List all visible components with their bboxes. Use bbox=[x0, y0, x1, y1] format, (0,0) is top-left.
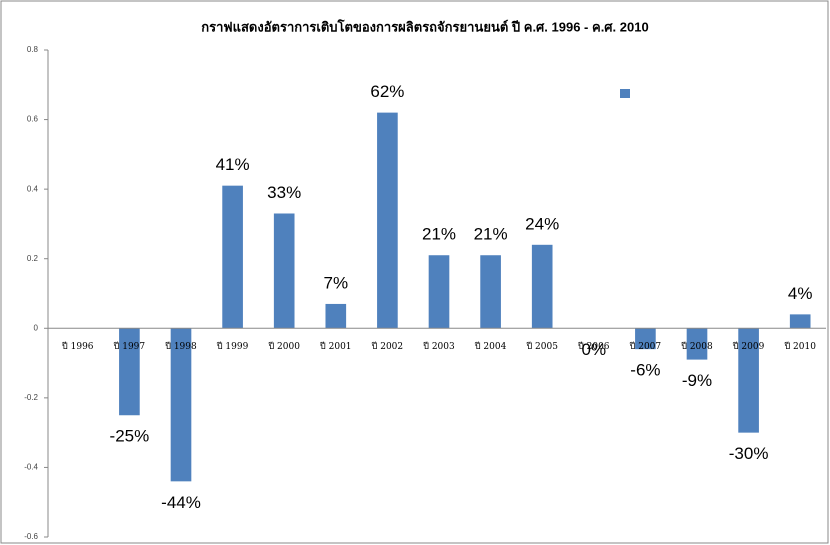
bar bbox=[531, 244, 553, 329]
bar bbox=[325, 303, 347, 329]
y-tick-label: -0.6 bbox=[24, 532, 38, 541]
x-tick-label: ปี 2010 bbox=[784, 341, 816, 352]
x-tick-label: ปี 2002 bbox=[371, 341, 403, 352]
bar bbox=[428, 255, 450, 329]
x-tick-label: ปี 2004 bbox=[475, 341, 507, 352]
x-tick-label: ปี 2009 bbox=[733, 341, 765, 352]
x-tick-label: ปี 1999 bbox=[217, 341, 249, 352]
bar bbox=[480, 255, 501, 329]
x-tick-label: ปี 1998 bbox=[165, 341, 197, 352]
bar bbox=[635, 328, 656, 350]
value-label: 41% bbox=[216, 155, 250, 174]
x-tick-label: ปี 2008 bbox=[681, 341, 713, 352]
y-tick-label: 0.8 bbox=[27, 45, 39, 54]
value-label: 24% bbox=[525, 214, 559, 233]
y-tick-label: -0.2 bbox=[24, 393, 38, 402]
value-label: 62% bbox=[370, 82, 404, 101]
value-label: -9% bbox=[682, 371, 712, 390]
value-label: 7% bbox=[324, 273, 349, 292]
bar bbox=[273, 213, 295, 329]
y-tick-label: 0 bbox=[34, 323, 39, 332]
bar bbox=[686, 328, 708, 360]
x-tick-label: ปี 2003 bbox=[423, 341, 455, 352]
value-label: -44% bbox=[161, 493, 201, 512]
bar bbox=[222, 185, 243, 329]
x-tick-label: ปี 2005 bbox=[526, 341, 558, 352]
value-label: 33% bbox=[267, 183, 301, 202]
value-label: 4% bbox=[788, 284, 813, 303]
value-label: -25% bbox=[110, 427, 150, 446]
y-tick-label: -0.4 bbox=[24, 463, 38, 472]
x-tick-label: ปี 2006 bbox=[578, 341, 610, 352]
value-label: 21% bbox=[474, 225, 508, 244]
value-label: 0% bbox=[582, 340, 607, 359]
bar bbox=[170, 328, 192, 482]
x-tick-label: ปี 2007 bbox=[629, 341, 661, 352]
value-label: -6% bbox=[630, 361, 660, 380]
y-tick-label: 0.4 bbox=[27, 184, 39, 193]
bar bbox=[119, 328, 140, 416]
bar bbox=[738, 328, 759, 433]
x-tick-label: ปี 1997 bbox=[113, 341, 145, 352]
chart-title: กราฟแสดงอัตราการเติบโตของการผลิตรถจักรยา… bbox=[201, 18, 648, 34]
value-label: 21% bbox=[422, 225, 456, 244]
bar bbox=[789, 314, 811, 329]
y-tick-label: 0.2 bbox=[27, 254, 39, 263]
x-tick-label: ปี 2000 bbox=[268, 341, 300, 352]
x-tick-label: ปี 2001 bbox=[320, 341, 352, 352]
bar bbox=[377, 112, 398, 329]
x-tick-label: ปี 1996 bbox=[62, 341, 94, 352]
value-label: -30% bbox=[729, 444, 769, 463]
legend-swatch bbox=[620, 89, 630, 98]
y-tick-label: 0.6 bbox=[27, 115, 39, 124]
